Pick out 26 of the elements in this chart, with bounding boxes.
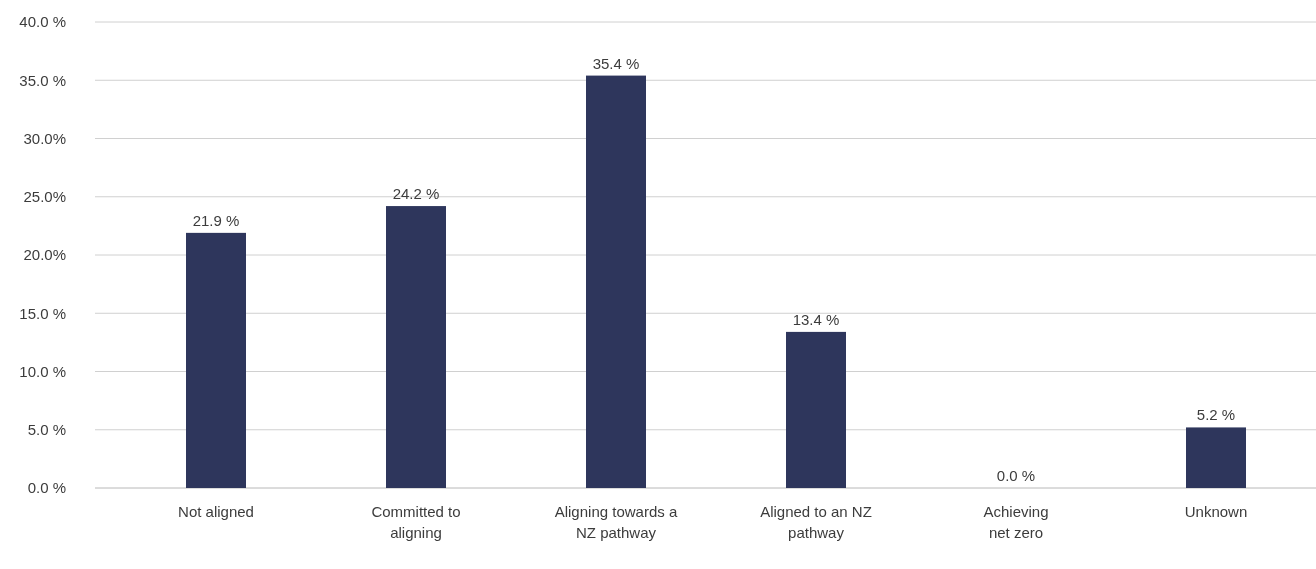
x-tick-label: Aligning towards a NZ pathway	[554, 503, 678, 541]
data-label: 24.2 %	[392, 185, 440, 203]
data-label: 0.0 %	[996, 467, 1036, 484]
y-tick-label: 15.0 %	[19, 304, 66, 322]
data-label: 35.4 %	[592, 54, 640, 72]
x-tick-label: Achieving net zero	[983, 503, 1049, 541]
data-label: 13.4 %	[792, 310, 840, 328]
bar	[386, 206, 446, 488]
y-tick-label: 40.0 %	[19, 13, 66, 31]
bar	[586, 75, 646, 488]
y-tick-label: 35.0 %	[19, 71, 66, 89]
data-label: 5.2 %	[1196, 406, 1236, 424]
bar	[186, 232, 246, 488]
x-tick-label: Committed to aligning	[371, 503, 461, 541]
x-tick-label: Not aligned	[178, 503, 254, 520]
x-tick-label: Unknown	[1184, 503, 1248, 520]
y-tick-label: 5.0 %	[27, 421, 66, 438]
y-tick-label: 25.0%	[23, 188, 66, 205]
x-tick-label: Aligned to an NZ pathway	[760, 503, 872, 541]
bar	[786, 331, 846, 488]
y-tick-label: 10.0 %	[19, 362, 66, 380]
y-tick-label: 20.0%	[23, 246, 66, 264]
y-tick-label: 30.0%	[23, 129, 66, 147]
data-label: 21.9 %	[192, 211, 240, 229]
y-tick-label: 0.0 %	[27, 479, 66, 497]
bar	[1186, 427, 1246, 488]
